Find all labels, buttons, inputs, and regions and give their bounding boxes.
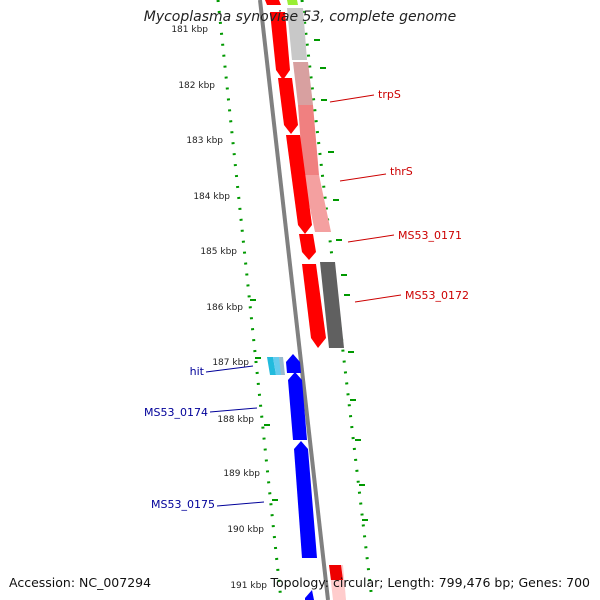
cog-category-strips [267, 0, 346, 600]
gene-label-hit: hit [190, 365, 205, 378]
ruler-tick-label: 187 kbp [212, 358, 249, 368]
gene-label-thrS: thrS [390, 165, 413, 178]
gene-arrow-rev [288, 372, 307, 440]
forward-genes [265, 0, 326, 348]
gene-arrow-fwd [270, 12, 290, 80]
gene-arrow-rev [305, 590, 314, 600]
reverse-gene-labels: hit MS53_0174 MS53_0175 [144, 365, 265, 511]
ruler-tick-label: 183 kbp [186, 136, 223, 146]
gene-label-ms53-0175: MS53_0175 [151, 498, 215, 511]
gene-arrow-fwd [286, 135, 312, 234]
ruler-tick-label: 191 kbp [230, 581, 267, 591]
position-ruler: 181 kbp 182 kbp 183 kbp 184 kbp 185 kbp … [171, 25, 267, 591]
genome-backbone [258, 0, 330, 600]
accession-label: Accession: NC_007294 [9, 575, 152, 590]
inner-gc-dotted-track [216, 0, 283, 600]
gene-label-ms53-0174: MS53_0174 [144, 406, 208, 419]
gene-label-ms53-0172: MS53_0172 [405, 289, 469, 302]
ruler-tick-label: 182 kbp [178, 81, 215, 91]
ruler-tick-label: 185 kbp [200, 247, 237, 257]
gene-label-trpS: trpS [378, 88, 401, 101]
map-title: Mycoplasma synoviae 53, complete genome [143, 9, 457, 25]
ruler-tick-label: 184 kbp [193, 192, 230, 202]
gene-arrow-rev [294, 441, 317, 558]
gene-label-ms53-0171: MS53_0171 [398, 229, 462, 242]
gene-arrow-fwd [299, 234, 316, 260]
ruler-tick-label: 188 kbp [217, 415, 254, 425]
ruler-tick-label: 189 kbp [223, 469, 260, 479]
gc-deviation-dashes [250, 39, 368, 521]
reverse-genes [286, 354, 317, 600]
gene-arrow-fwd [278, 78, 298, 134]
ruler-tick-label: 190 kbp [227, 525, 264, 535]
forward-gene-labels: trpS thrS MS53_0171 MS53_0172 [329, 88, 469, 303]
gene-arrow-fwd [265, 0, 281, 5]
ruler-tick-label: 181 kbp [171, 25, 208, 35]
ruler-tick-label: 186 kbp [206, 303, 243, 313]
gene-arrow-fwd [302, 264, 326, 348]
genome-summary: Topology: circular; Length: 799,476 bp; … [270, 575, 591, 590]
gene-arrow-rev [286, 354, 301, 373]
outer-gc-dotted-track [300, 0, 374, 600]
